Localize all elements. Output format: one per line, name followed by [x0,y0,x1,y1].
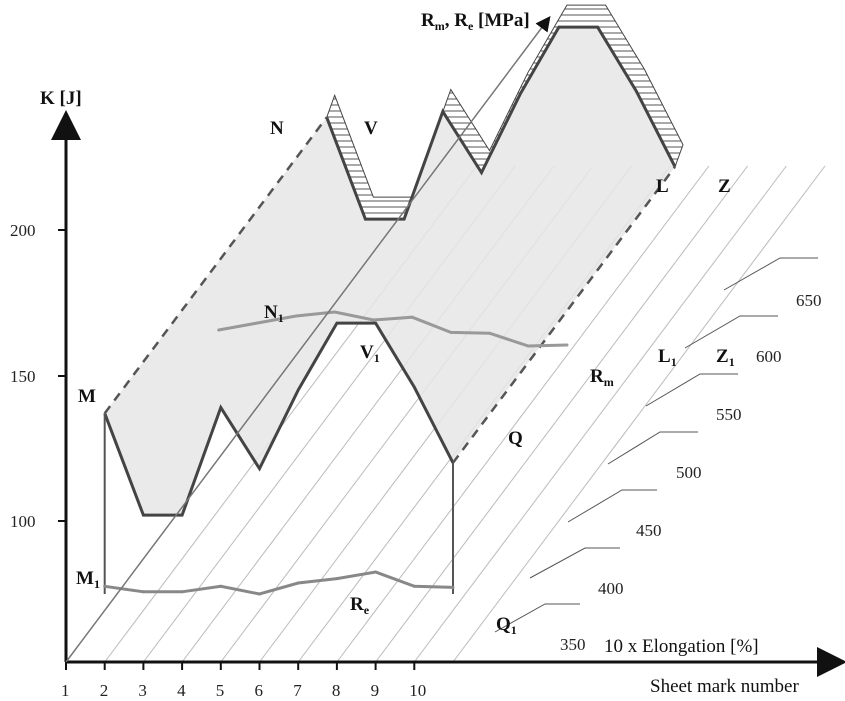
grid-line-9 [413,165,787,663]
r-axis-label: Rm, Re [MPa] [421,10,530,33]
series-rm-point-1 [217,328,221,332]
series-layer [103,310,569,596]
series-re-point-1 [103,584,107,588]
k-front-line [103,321,455,517]
k-axis-label: K [J] [40,88,82,109]
svg-text:200: 200 [10,221,36,240]
k-back-line [325,25,677,221]
sheet-tick-label-3: 3 [138,681,147,700]
r-tick-550: 550 [645,373,742,424]
r-tick-650: 650 [723,257,822,310]
grid-line-10 [452,165,826,663]
sheet-tick-label-6: 6 [255,681,264,700]
series-re-point-6 [296,581,300,585]
point-label-v1: V1 [360,342,380,365]
series-rm-point-10 [565,343,569,347]
point-label-q: Q [508,428,523,449]
series-rm-point-9 [526,344,530,348]
series-re-line [104,570,454,596]
series-re-point-7 [335,577,339,581]
k-tick-200: 200 [10,221,66,240]
point-label-z: Z [718,176,731,197]
series-re-point-4 [219,584,223,588]
sheet-tick-label-9: 9 [371,681,380,700]
series-rm-point-6 [410,315,414,319]
sheet-tick-label-1: 1 [61,681,70,700]
svg-text:150: 150 [10,367,36,386]
sheet-tick-label-5: 5 [216,681,225,700]
svg-text:650: 650 [796,291,822,310]
point-label-v: V [364,118,378,139]
surface-layer [103,4,684,594]
series-label-re: Re [350,594,370,617]
series-re-point-9 [412,584,416,588]
series-re-point-2 [141,590,145,594]
series-re-point-3 [180,590,184,594]
series-rm-point-8 [488,331,492,335]
series-label-rm: Rm [590,366,614,389]
sheet-tick-label-10: 10 [409,681,426,700]
point-label-z1: Z1 [716,346,735,369]
svg-text:550: 550 [716,405,742,424]
series-rm-point-7 [449,330,453,334]
svg-text:350: 350 [560,635,586,654]
point-label-q1: Q1 [496,614,517,637]
point-label-l: L [656,176,669,197]
dashed-edge-mn [103,116,328,415]
series-rm-point-3 [294,314,298,318]
point-label-l1: L1 [658,346,677,369]
r-tick-350: 350 [494,603,586,654]
sheet-tick-label-4: 4 [177,681,186,700]
k-tick-100: 100 [10,512,66,531]
r-tick-500: 500 [607,431,702,482]
svg-text:450: 450 [636,521,662,540]
k-tick-150: 150 [10,367,66,386]
r-tick-600: 600 [684,315,782,366]
sheet-tick-label-2: 2 [100,681,109,700]
svg-text:400: 400 [598,579,624,598]
grid-line-8 [375,165,748,663]
elongation-axis-label: 10 x Elongation [%] [604,636,759,657]
series-rm-point-4 [333,310,337,314]
svg-text:500: 500 [676,463,702,482]
series-re-point-8 [374,570,378,574]
r-tick-400: 400 [529,547,624,598]
point-label-m1: M1 [76,568,100,591]
svg-text:600: 600 [756,347,782,366]
point-label-n1: N1 [264,302,284,325]
r-ticks: 350 400 450 500 550 600 650 [494,257,822,654]
r-tick-450: 450 [567,489,662,540]
r-axis [65,16,551,663]
point-label-n: N [270,118,284,139]
sheet-tick-label-8: 8 [332,681,341,700]
sheet-ticks: 1 2 3 4 5 6 7 8 9 10 [61,662,426,700]
series-re-point-10 [451,585,455,589]
series-rm-point-2 [255,321,259,325]
series-re-point-5 [258,592,261,596]
series-rm-line [218,310,568,348]
svg-text:100: 100 [10,512,36,531]
series-rm-point-5 [372,318,375,322]
k-surface [104,27,675,516]
sheet-tick-label-7: 7 [293,681,302,700]
point-label-m: M [78,386,96,407]
dashed-edge-qz [452,166,676,464]
sheet-axis-label: Sheet mark number [650,676,799,697]
